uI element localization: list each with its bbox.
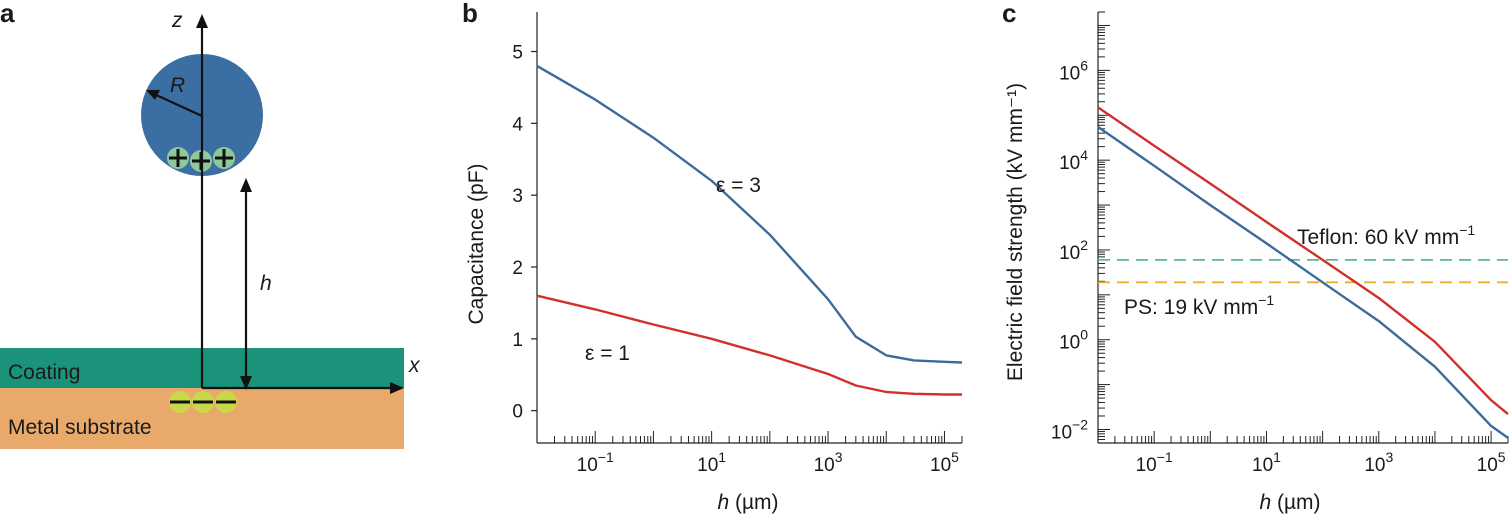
negative-charges [169,391,237,413]
x-tick-label: 101 [1252,449,1281,476]
teflon-label: Teflon: 60 kV mm−1 [1297,222,1475,249]
series-line-0 [1097,106,1509,416]
y-tick-label: 2 [512,258,523,279]
panel-c-label: c [1002,0,1016,28]
panel-a: a Coating Metal substrate R [0,0,421,449]
x-tick-label: 10−1 [1136,449,1173,476]
panel-b: b 0 1 2 3 4 5 10−1 101 103 105 Capacitance (pF) h… [462,0,963,514]
series-line-1 [1097,125,1509,439]
y-tick-label: 3 [512,186,523,207]
y-tick-label: 5 [512,43,523,64]
panel-c-y-axis-label: Electric field strength (kV mm⁻¹) [1004,83,1027,381]
y-tick-label: 102 [1059,237,1088,264]
panel-b-y-axis-label: Capacitance (pF) [465,163,488,324]
x-tick-label: 103 [814,449,843,476]
panel-b-x-axis-label: h (µm) [717,491,778,514]
panel-a-label: a [0,0,15,28]
x-axis-arrow-head [390,382,404,394]
y-tick-label: 10−2 [1051,416,1088,443]
substrate-label: Metal substrate [8,416,152,439]
x-tick-label: 103 [1364,449,1393,476]
coating-label: Coating [8,361,80,384]
z-axis-arrow-head [196,14,208,28]
y-tick-label: 106 [1059,57,1088,84]
y-tick-label: 1 [512,330,523,351]
ps-label: PS: 19 kV mm−1 [1124,292,1274,319]
x-tick-label: 101 [697,449,726,476]
x-tick-label: 105 [930,449,959,476]
panel-c: c 10−2 100 102 104 106 10−1 101 103 105 Electric… [1002,0,1509,514]
y-tick-label: 100 [1059,327,1088,354]
y-tick-label: 0 [512,402,523,423]
x-tick-label: 105 [1477,449,1506,476]
radius-label: R [170,74,185,97]
panel-b-plot: 0 1 2 3 4 5 10−1 101 103 105 [512,12,963,476]
y-tick-label: 4 [512,114,523,135]
series-line-1 [536,294,962,396]
x-axis-label: x [408,354,421,377]
panel-c-x-axis-label: h (µm) [1259,491,1320,514]
z-axis-label: z [171,9,183,32]
height-label: h [260,272,272,295]
series-line-0 [536,64,963,364]
y-tick-label: 104 [1059,147,1088,174]
panel-c-plot: 10−2 100 102 104 106 10−1 101 103 105 [1051,11,1509,476]
series-label-eps3: ε = 3 [716,174,761,197]
series-label-eps1: ε = 1 [585,342,630,365]
x-tick-label: 10−1 [577,449,614,476]
radius-arrow-head [146,90,160,100]
panel-b-label: b [462,0,478,28]
